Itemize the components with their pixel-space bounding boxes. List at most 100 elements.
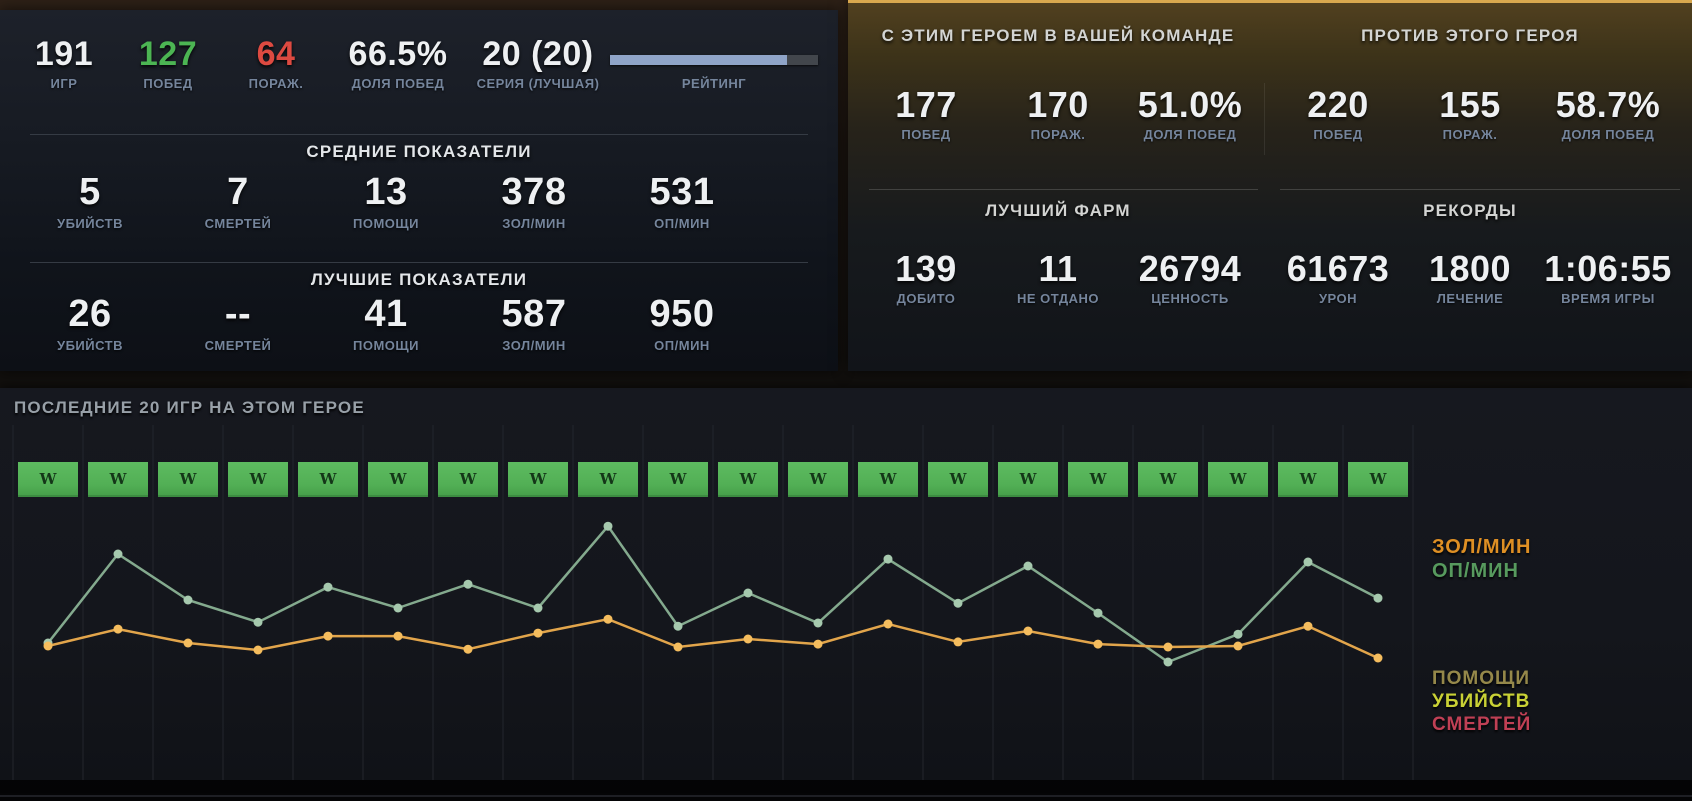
match-result-tile[interactable]: W [1208,462,1268,497]
data-point-ОП/МИН[interactable] [393,603,403,613]
hero-matchup-panel: С ЭТИМ ГЕРОЕМ В ВАШЕЙ КОМАНДЕ ПРОТИВ ЭТО… [848,0,1692,371]
data-point-ОП/МИН[interactable] [883,554,893,564]
data-point-ЗОЛ/МИН[interactable] [323,631,333,641]
best-xpm-stat: 950 ОП/МИН [608,294,756,353]
data-point-ЗОЛ/МИН[interactable] [673,642,683,652]
with-hero-losses-label: ПОРАЖ. [1030,127,1086,142]
data-point-ЗОЛ/МИН[interactable] [463,644,473,654]
data-point-ЗОЛ/МИН[interactable] [113,624,123,634]
net-worth-stat: 26794 ЦЕННОСТЬ [1124,251,1256,307]
match-result-tile[interactable]: W [508,462,568,497]
winrate-stat: 66.5% ДОЛЯ ПОБЕД [328,36,468,91]
best-kills-stat: 26 УБИЙСТВ [16,294,164,353]
match-result-tile[interactable]: W [928,462,988,497]
data-point-ОП/МИН[interactable] [1023,561,1033,571]
data-point-ОП/МИН[interactable] [113,549,123,559]
avg-deaths-stat: 7 СМЕРТЕЙ [164,172,312,231]
match-result-tile[interactable]: W [18,462,78,497]
best-deaths-stat: -- СМЕРТЕЙ [164,294,312,353]
data-point-ЗОЛ/МИН[interactable] [1023,626,1033,636]
data-point-ОП/МИН[interactable] [1303,557,1313,567]
records-header: РЕКОРДЫ [1423,201,1517,220]
data-point-ЗОЛ/МИН[interactable] [813,639,823,649]
data-point-ЗОЛ/МИН[interactable] [183,638,193,648]
match-result-tile[interactable]: W [1348,462,1408,497]
best-gpm-value: 587 [501,293,567,335]
best-assists-label: ПОМОЩИ [353,338,419,353]
data-point-ОП/МИН[interactable] [1233,629,1243,639]
data-point-ОП/МИН[interactable] [603,521,613,531]
series-line-ОП/МИН [47,524,1379,664]
data-point-ЗОЛ/МИН[interactable] [393,631,403,641]
data-point-ОП/МИН[interactable] [953,598,963,608]
data-point-ОП/МИН[interactable] [323,582,333,592]
data-point-ОП/МИН[interactable] [533,603,543,613]
damage-value: 61673 [1286,248,1390,289]
data-point-ЗОЛ/МИН[interactable] [743,634,753,644]
match-result-tile[interactable]: W [718,462,778,497]
data-point-ОП/МИН[interactable] [1093,608,1103,618]
match-result-tile[interactable]: W [1278,462,1338,497]
best-stats-header: ЛУЧШИЕ ПОКАЗАТЕЛИ [310,270,528,289]
data-point-ОП/МИН[interactable] [813,618,823,628]
data-point-ЗОЛ/МИН[interactable] [43,641,53,651]
match-result-tile[interactable]: W [88,462,148,497]
data-point-ОП/МИН[interactable] [253,617,263,627]
data-point-ОП/МИН[interactable] [463,579,473,589]
match-result-tile[interactable]: W [998,462,1058,497]
hero-overall-stats-panel: 191 ИГР 127 ПОБЕД 64 ПОРАЖ. 66.5% ДОЛЯ П… [0,10,838,371]
losses-value: 64 [256,35,296,73]
legend-gpm: ЗОЛ/МИН [1432,536,1532,558]
winrate-value: 66.5% [348,35,448,73]
rating-stat: РЕЙТИНГ [610,55,818,91]
against-hero-winrate-value: 58.7% [1555,84,1661,125]
games-value: 191 [34,35,94,73]
bottom-edge-line [0,795,1692,797]
recent-games-title: ПОСЛЕДНИЕ 20 ИГР НА ЭТОМ ГЕРОЕ [14,398,365,417]
match-result-tile[interactable]: W [1138,462,1198,497]
match-result-tile[interactable]: W [578,462,638,497]
match-result-tile[interactable]: W [438,462,498,497]
data-point-ЗОЛ/МИН[interactable] [253,645,263,655]
gpm-xpm-line-chart [12,425,1414,780]
with-hero-winrate-value: 51.0% [1137,84,1243,125]
avg-kills-label: УБИЙСТВ [56,216,123,231]
data-point-ЗОЛ/МИН[interactable] [883,619,893,629]
against-hero-losses-value: 155 [1439,84,1501,125]
match-result-tile[interactable]: W [648,462,708,497]
against-hero-wins-label: ПОБЕД [1313,127,1363,142]
last-hits-value: 139 [895,248,957,289]
winrate-label: ДОЛЯ ПОБЕД [351,76,445,91]
game-time-stat: 1:06:55 ВРЕМЯ ИГРЫ [1536,251,1680,307]
streak-stat: 20 (20) СЕРИЯ (ЛУЧШАЯ) [468,36,608,91]
data-point-ОП/МИН[interactable] [183,595,193,605]
best-kills-value: 26 [68,293,112,335]
match-result-tile[interactable]: W [368,462,428,497]
data-point-ЗОЛ/МИН[interactable] [1373,653,1383,663]
data-point-ЗОЛ/МИН[interactable] [1303,621,1313,631]
data-point-ЗОЛ/МИН[interactable] [953,637,963,647]
data-point-ЗОЛ/МИН[interactable] [533,628,543,638]
data-point-ЗОЛ/МИН[interactable] [1093,639,1103,649]
data-point-ОП/МИН[interactable] [1373,593,1383,603]
match-result-tile[interactable]: W [1068,462,1128,497]
data-point-ЗОЛ/МИН[interactable] [603,614,613,624]
best-deaths-value: -- [224,293,252,335]
data-point-ОП/МИН[interactable] [673,621,683,631]
avg-gpm-value: 378 [501,171,567,213]
match-result-tile[interactable]: W [298,462,358,497]
last-hits-stat: 139 ДОБИТО [860,248,992,307]
data-point-ЗОЛ/МИН[interactable] [1163,642,1173,652]
column-divider [1264,83,1265,155]
average-stats-header: СРЕДНИЕ ПОКАЗАТЕЛИ [306,142,532,161]
match-result-tile[interactable]: W [158,462,218,497]
match-result-tile[interactable]: W [858,462,918,497]
data-point-ЗОЛ/МИН[interactable] [1233,641,1243,651]
match-result-tile[interactable]: W [788,462,848,497]
data-point-ОП/МИН[interactable] [743,588,753,598]
wins-stat: 127 ПОБЕД [118,36,218,91]
denies-stat: 11 НЕ ОТДАНО [992,251,1124,307]
data-point-ОП/МИН[interactable] [1163,657,1173,667]
section-divider [1280,189,1680,190]
match-result-tile[interactable]: W [228,462,288,497]
